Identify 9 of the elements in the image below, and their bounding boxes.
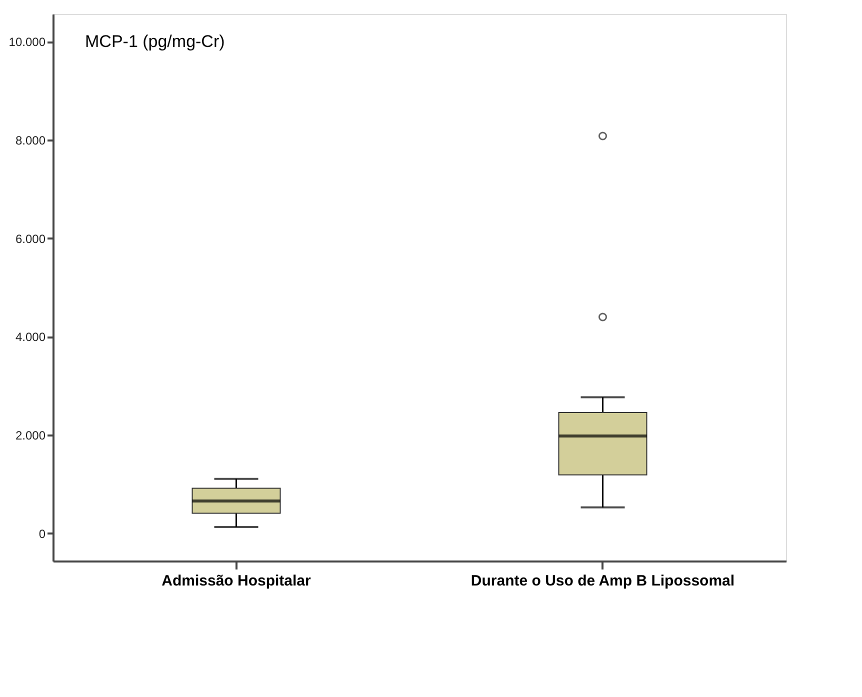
- y-tick-label: 4.000: [15, 330, 46, 344]
- y-tick-label: 0: [38, 526, 46, 541]
- y-tick-label: 10.000: [8, 35, 46, 50]
- y-tick-label: 8.000: [15, 133, 46, 148]
- x-tick-label: Admissão Hospitalar: [162, 572, 312, 590]
- y-tick-label: 6.000: [15, 232, 46, 246]
- x-tick-label: Durante o Uso de Amp B Lipossomal: [470, 572, 735, 590]
- text: MCP-1 (pg/mg-Cr): [85, 32, 225, 51]
- y-tick-label: 2.000: [15, 428, 46, 443]
